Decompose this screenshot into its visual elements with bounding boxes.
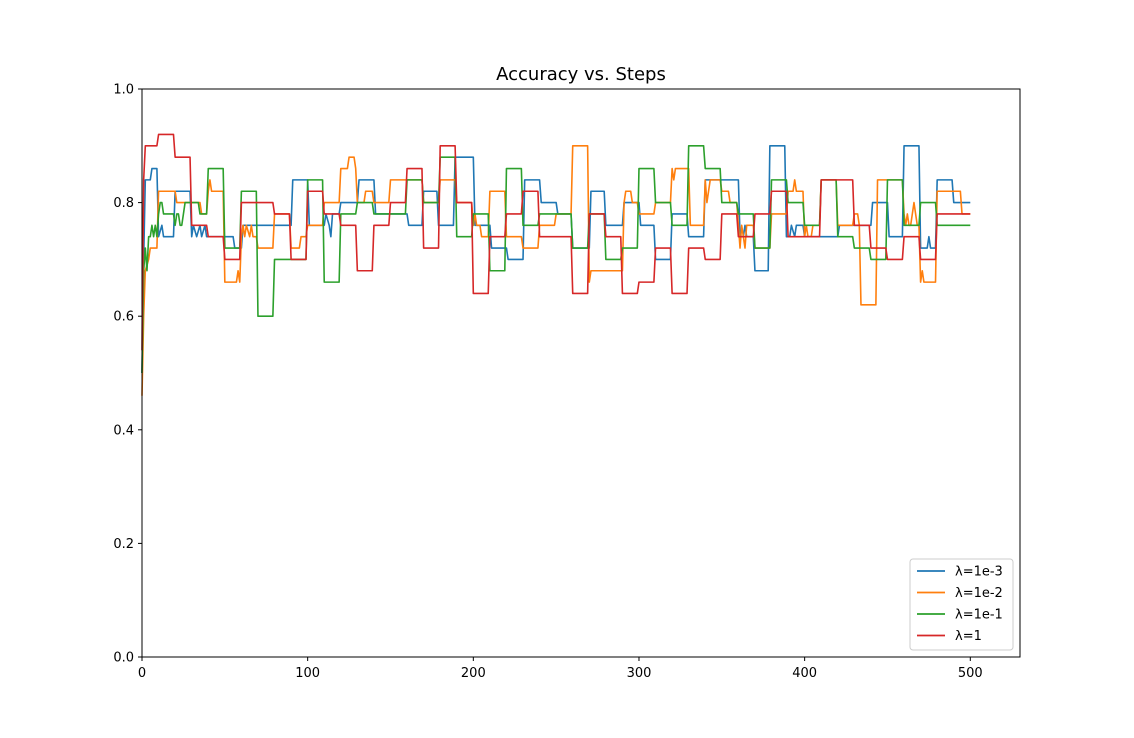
y-tick-label: 1.0	[113, 83, 134, 98]
x-axis: 0 100 200 300 400 500	[138, 657, 983, 681]
y-tick-label: 0.4	[113, 423, 134, 438]
y-axis: 0.0 0.2 0.4 0.6 0.8 1.0	[113, 83, 142, 666]
legend-label-2: λ=1e-1	[955, 608, 1003, 623]
series-layer	[141, 133, 971, 396]
series-line-3	[141, 133, 971, 351]
y-tick-label: 0.8	[113, 196, 134, 211]
axes-frame	[141, 88, 1021, 658]
x-tick-label: 500	[958, 666, 983, 681]
x-tick-label: 300	[627, 666, 652, 681]
x-tick-label: 400	[792, 666, 817, 681]
x-tick-label: 200	[461, 666, 486, 681]
series-line-2	[141, 145, 971, 374]
y-tick-label: 0.6	[113, 310, 134, 325]
series-line-1	[141, 145, 971, 396]
x-tick-label: 0	[138, 666, 146, 681]
legend-label-1: λ=1e-2	[955, 586, 1003, 601]
legend-label-0: λ=1e-3	[955, 565, 1003, 580]
legend: λ=1e-3 λ=1e-2 λ=1e-1 λ=1	[909, 558, 1014, 651]
x-tick-label: 100	[295, 666, 320, 681]
y-tick-label: 0.0	[113, 651, 134, 666]
legend-label-3: λ=1	[955, 629, 982, 644]
legend-box	[909, 558, 1014, 651]
y-tick-label: 0.2	[113, 537, 134, 552]
chart-title: Accuracy vs. Steps	[496, 64, 666, 85]
